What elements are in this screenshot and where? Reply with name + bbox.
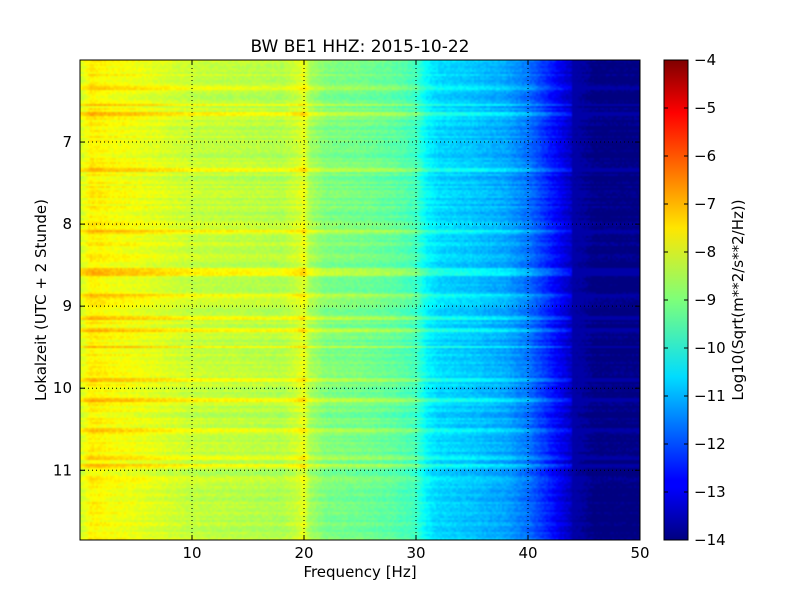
y-tick-label: 9 bbox=[62, 297, 72, 315]
colorbar-tick-label: −9 bbox=[694, 291, 716, 309]
x-tick-label: 10 bbox=[182, 544, 201, 562]
colorbar-tick-label: −4 bbox=[694, 51, 716, 69]
y-tick-label: 8 bbox=[62, 215, 72, 233]
colorbar-tick-label: −13 bbox=[694, 483, 726, 501]
colorbar-tick-label: −12 bbox=[694, 435, 726, 453]
y-tick-label: 7 bbox=[62, 133, 72, 151]
y-axis-label: Lokalzeit (UTC + 2 Stunde) bbox=[32, 199, 50, 401]
colorbar-tick-label: −11 bbox=[694, 387, 726, 405]
colorbar-tick-label: −8 bbox=[694, 243, 716, 261]
y-tick-label: 11 bbox=[53, 461, 72, 479]
chart-title: BW BE1 HHZ: 2015-10-22 bbox=[250, 37, 469, 57]
heatmap bbox=[80, 60, 640, 540]
colorbar-ticks: −4 −5 −6 −7 −8 −9 −10 −11 −12 −13 −14 bbox=[664, 51, 726, 549]
x-tick-label: 30 bbox=[406, 544, 425, 562]
x-tick-label: 20 bbox=[294, 544, 313, 562]
colorbar-tick-label: −14 bbox=[694, 531, 726, 549]
heatmap-cells bbox=[80, 60, 640, 540]
x-tick-label: 40 bbox=[518, 544, 537, 562]
colorbar-tick-label: −5 bbox=[694, 99, 716, 117]
x-axis-label: Frequency [Hz] bbox=[303, 563, 416, 581]
x-axis: 10 20 30 40 50 bbox=[182, 60, 650, 562]
colorbar-tick-label: −6 bbox=[694, 147, 716, 165]
colorbar-tick-label: −7 bbox=[694, 195, 716, 213]
y-axis: 7 8 9 10 11 bbox=[53, 133, 640, 479]
grid bbox=[80, 60, 640, 540]
plot-frame bbox=[79, 59, 641, 541]
colorbar-tick-label: −10 bbox=[694, 339, 726, 357]
x-tick-label: 50 bbox=[630, 544, 649, 562]
y-tick-label: 10 bbox=[53, 379, 72, 397]
colorbar-label: Log10(Sqrt(m**2/s**2/Hz)) bbox=[729, 199, 747, 400]
